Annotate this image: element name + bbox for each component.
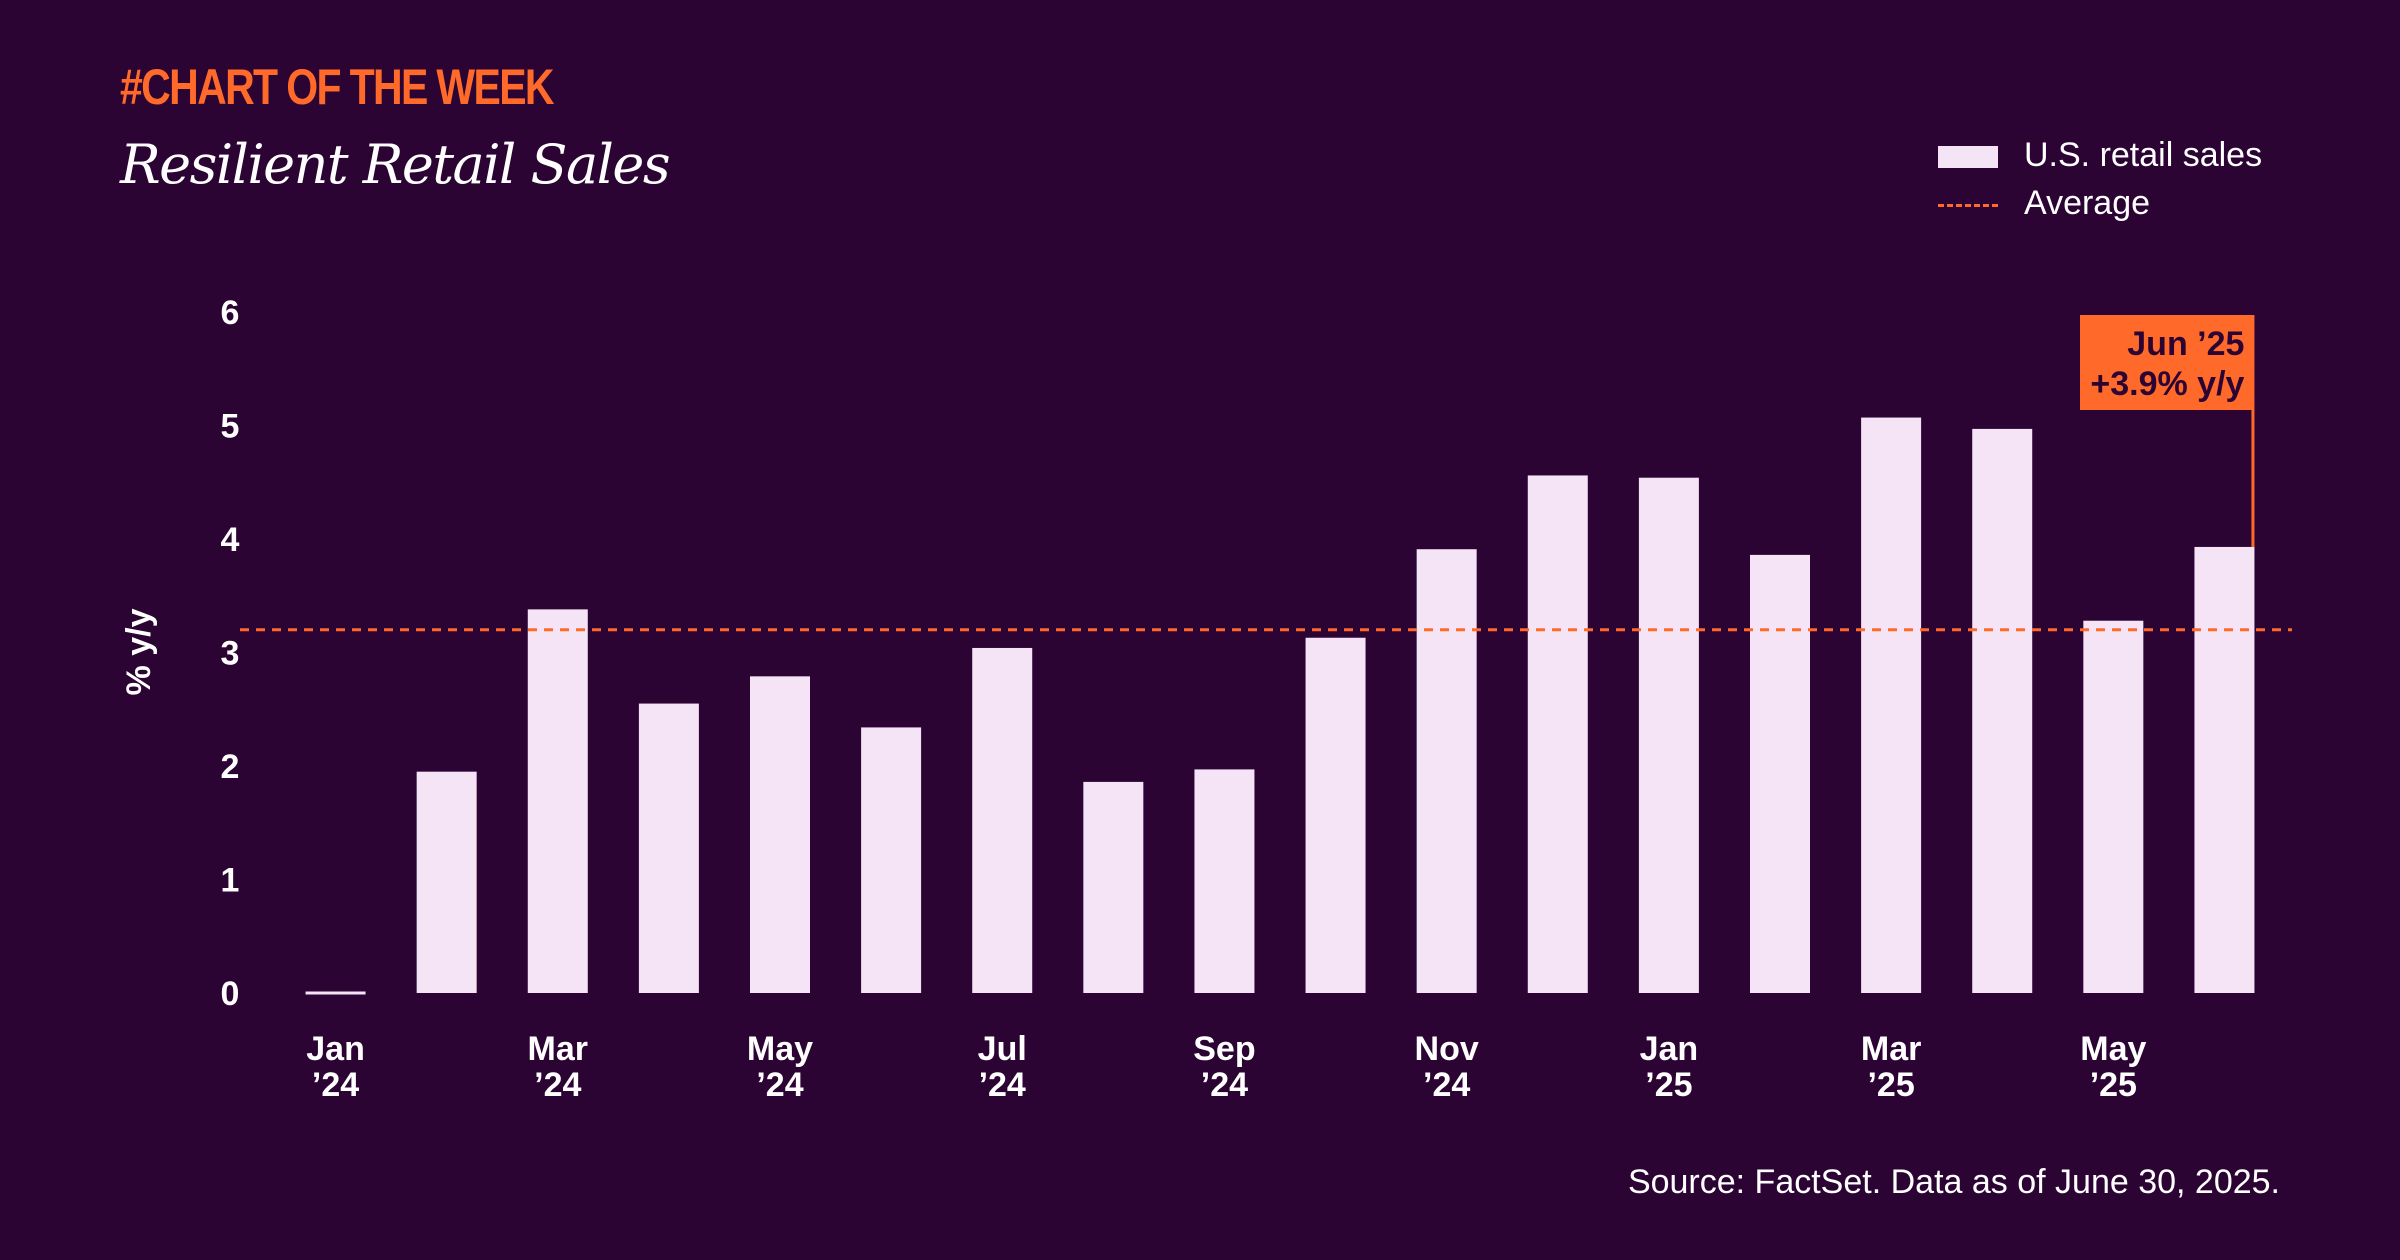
x-tick-month-10: Nov [1415,1030,1479,1068]
x-tick-month-14: Mar [1861,1030,1921,1068]
x-tick-year-4: ’24 [756,1066,803,1104]
x-tick-year-0: ’24 [312,1066,359,1104]
bar-2 [527,609,588,993]
x-tick-month-2: Mar [528,1030,588,1068]
x-tick-year-2: ’24 [534,1066,581,1104]
x-tick-month-6: Jul [978,1030,1027,1068]
legend-label-retail-sales: U.S. retail sales [2024,136,2263,174]
bar-3 [638,703,699,993]
y-tick-label-5: 5 [221,408,240,446]
bar-15 [1972,428,2033,993]
legend-bar-swatch [1938,146,1998,168]
x-tick-month-0: Jan [306,1030,365,1068]
y-tick-label-0: 0 [221,975,240,1013]
chart-title: Resilient Retail Sales [120,133,671,196]
bar-10 [1416,549,1477,993]
x-tick-year-10: ’24 [1423,1066,1470,1104]
x-tick-month-16: May [2080,1030,2146,1068]
callout-value-label: +3.9% y/y [2090,365,2244,403]
bar-9 [1305,637,1366,993]
callout-month-label: Jun ’25 [2127,325,2244,363]
bar-4 [750,676,810,993]
y-tick-label-4: 4 [221,521,240,559]
y-tick-label-6: 6 [221,294,240,332]
bar-0 [305,991,366,995]
bar-1 [416,771,477,993]
x-tick-year-14: ’25 [1867,1066,1914,1104]
y-tick-label-1: 1 [221,862,240,900]
x-tick-month-8: Sep [1193,1030,1255,1068]
y-tick-label-2: 2 [221,748,240,786]
bar-17 [2194,546,2255,993]
bar-8 [1194,769,1255,993]
x-tick-year-8: ’24 [1201,1066,1248,1104]
bar-14 [1861,417,1922,993]
bar-11 [1527,475,1588,993]
x-tick-month-4: May [747,1030,813,1068]
y-axis-label: % y/y [120,608,158,695]
x-tick-year-12: ’25 [1645,1066,1692,1104]
source-note: Source: FactSet. Data as of June 30, 202… [1627,1163,2280,1201]
callout-box [2080,315,2255,410]
bar-12 [1638,477,1699,994]
x-tick-month-12: Jan [1640,1030,1699,1068]
bar-7 [1083,781,1144,993]
x-tick-year-6: ’24 [979,1066,1026,1104]
y-tick-label-3: 3 [221,635,240,673]
bar-5 [861,727,922,993]
chart-of-the-week-label: #CHART OF THE WEEK [120,59,555,115]
bar-6 [972,647,1033,993]
legend-dashed-line-swatch [1938,204,1998,207]
bar-13 [1750,554,1810,993]
bar-16 [2083,620,2144,993]
legend-label-average: Average [2024,184,2151,222]
x-tick-year-16: ’25 [2090,1066,2137,1104]
